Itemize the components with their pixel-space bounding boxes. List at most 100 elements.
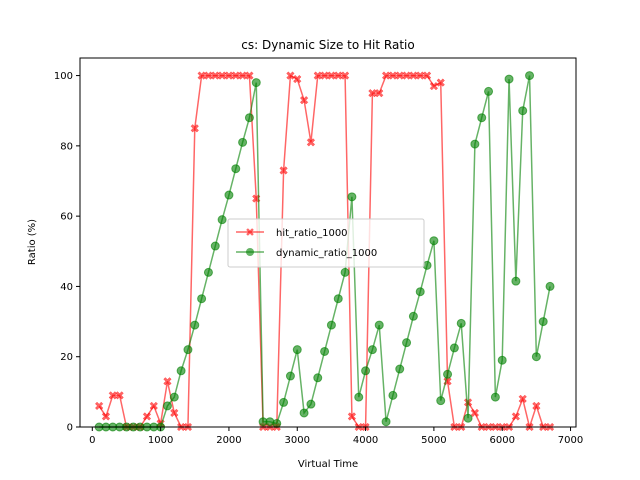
data-point [525,71,535,81]
data-point [531,352,541,362]
data-point [279,397,289,407]
data-point [190,124,199,133]
legend: hit_ratio_1000 dynamic_ratio_1000 [227,218,425,268]
data-point [477,113,487,123]
data-point [231,164,241,174]
chart-title: cs: Dynamic Size to Hit Ratio [241,38,414,52]
y-tick-label: 40 [60,282,73,293]
data-point [313,373,323,383]
data-point [272,418,282,428]
y-tick-label: 100 [54,71,73,82]
data-point [142,412,152,421]
data-point [470,139,480,149]
data-point [279,166,288,175]
data-point [456,318,466,328]
data-point [299,408,309,418]
data-point [306,138,316,147]
legend-label: dynamic_ratio_1000 [276,248,377,259]
x-tick-label: 1000 [148,435,173,446]
plot-area [94,71,555,432]
legend-box [227,218,425,268]
data-point [463,413,473,423]
data-point [292,345,302,355]
x-axis: 0 1000 2000 3000 4000 5000 6000 7000 [89,427,583,446]
data-point [367,345,377,355]
x-tick-label: 4000 [353,435,378,446]
legend-marker [246,228,254,236]
data-point [115,391,124,400]
data-point [183,345,193,355]
data-point [101,412,111,421]
data-point [518,106,528,116]
data-point [163,377,172,386]
legend-entry: dynamic_ratio_1000 [236,248,377,259]
y-tick-label: 0 [67,423,73,434]
data-point [429,236,439,246]
legend-label: hit_ratio_1000 [276,228,348,239]
data-point [162,401,172,411]
legend-entry: hit_ratio_1000 [236,228,348,239]
data-point [408,311,418,321]
data-point [190,320,200,330]
data-point [402,338,412,348]
data-point [197,294,207,304]
data-point [251,78,261,88]
data-point [504,74,514,84]
data-point [374,320,384,330]
data-point [449,343,459,353]
data-point [245,71,254,80]
data-point [429,81,439,91]
data-point [361,366,371,376]
x-tick-label: 6000 [489,435,514,446]
data-point [490,392,500,402]
data-point [347,192,357,202]
data-point [538,317,548,327]
data-point [320,346,330,356]
data-point [545,281,555,291]
data-point [415,287,425,297]
data-point [169,392,179,402]
data-point [422,71,432,80]
data-point [532,401,541,411]
x-axis-label: Virtual Time [298,459,358,470]
data-point [244,113,254,123]
data-point [436,78,445,87]
data-point [217,215,227,225]
data-point [511,412,521,421]
data-point [347,412,357,421]
data-point [299,96,309,105]
data-point [340,71,350,80]
y-tick-label: 80 [60,141,73,152]
y-axis: 0 20 40 60 80 100 [54,71,80,434]
axes-frame [79,57,577,428]
data-point [511,276,521,286]
data-point [497,355,507,365]
data-point [238,137,248,147]
y-tick-label: 20 [60,352,73,363]
x-tick-label: 2000 [216,435,241,446]
data-point [484,86,494,96]
data-point [306,399,316,409]
data-point [326,320,336,330]
data-point [381,417,391,427]
data-point [388,390,398,400]
x-tick-label: 0 [89,435,95,446]
data-point [170,408,179,418]
data-point [285,371,295,381]
data-point [210,241,220,251]
data-point [203,267,213,277]
legend-marker [246,248,254,256]
data-point [375,88,384,98]
data-point [224,190,234,200]
data-point [354,392,364,402]
data-point [443,369,453,379]
series-dynamic_ratio_1000 [94,71,555,432]
data-point [340,267,350,277]
data-point [176,366,186,376]
y-tick-label: 60 [60,212,73,223]
data-point [518,394,527,404]
data-point [293,74,302,84]
x-tick-label: 7000 [558,435,583,446]
x-tick-label: 3000 [285,435,310,446]
